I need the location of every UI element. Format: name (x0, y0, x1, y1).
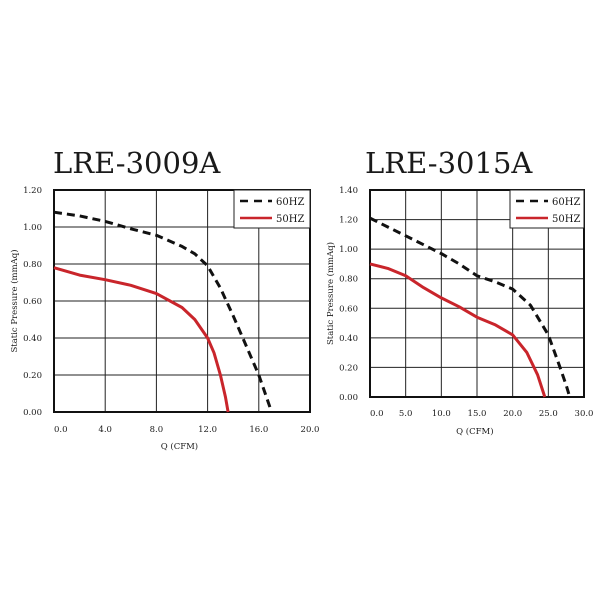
y-tick-label: 1.20 (23, 186, 42, 196)
y-axis-label: Static Pressure (mmAq) (325, 242, 336, 345)
x-tick-label: 30.0 (575, 409, 594, 419)
x-tick-label: 5.0 (399, 409, 413, 419)
plot-frame (369, 189, 585, 398)
y-tick-label: 0.60 (339, 304, 358, 314)
x-tick-label: 0.0 (370, 409, 384, 419)
y-tick-label: 0.00 (23, 408, 42, 418)
y-tick-label: 0.80 (23, 260, 42, 270)
x-tick-label: 16.0 (249, 425, 268, 435)
series-line-60hz (369, 216, 572, 398)
chart-2: LRE-3015A 0.0 5.0 10.0 15.0 20.0 25.0 30.0 0.00 0… (325, 146, 593, 437)
series-line-50hz (53, 266, 230, 413)
y-tick-label: 1.00 (23, 223, 42, 233)
legend-label-60hz: 60HZ (552, 197, 580, 208)
y-axis-label: Static Pressure (mmAq) (9, 249, 20, 352)
x-axis-label: Q (CFM) (161, 441, 198, 452)
x-tick-label: 8.0 (150, 425, 164, 435)
y-tick-label: 1.00 (339, 245, 358, 255)
plot-frame (53, 189, 311, 413)
y-tick-label: 0.00 (339, 393, 358, 403)
chart-1: LRE-3009A 0.0 4.0 8.0 12.0 16.0 20.0 0.00 0.20 0.… (9, 146, 319, 452)
series-line-60hz (53, 210, 274, 413)
y-tick-label: 0.60 (23, 297, 42, 307)
legend-label-50hz: 50HZ (552, 214, 580, 225)
legend-label-50hz: 50HZ (276, 214, 304, 225)
y-tick-label: 1.20 (339, 216, 358, 226)
x-tick-label: 12.0 (198, 425, 217, 435)
legend-box (233, 189, 311, 229)
y-tick-label: 0.40 (23, 334, 42, 344)
x-axis-label: Q (CFM) (456, 426, 493, 437)
x-tick-label: 10.0 (432, 409, 451, 419)
legend-label-60hz: 60HZ (276, 197, 304, 208)
x-tick-label: 15.0 (468, 409, 487, 419)
x-tick-label: 0.0 (54, 425, 68, 435)
chart-title: LRE-3009A (53, 146, 221, 180)
x-tick-label: 4.0 (98, 425, 112, 435)
y-tick-label: 1.40 (339, 186, 358, 196)
y-tick-label: 0.20 (23, 371, 42, 381)
y-tick-label: 0.40 (339, 334, 358, 344)
legend-box (509, 189, 585, 229)
chart-title: LRE-3015A (365, 146, 533, 180)
x-tick-label: 20.0 (503, 409, 522, 419)
series-line-50hz (369, 262, 547, 398)
x-tick-label: 25.0 (539, 409, 558, 419)
x-tick-label: 20.0 (301, 425, 320, 435)
y-tick-label: 0.80 (339, 275, 358, 285)
y-tick-label: 0.20 (339, 363, 358, 373)
